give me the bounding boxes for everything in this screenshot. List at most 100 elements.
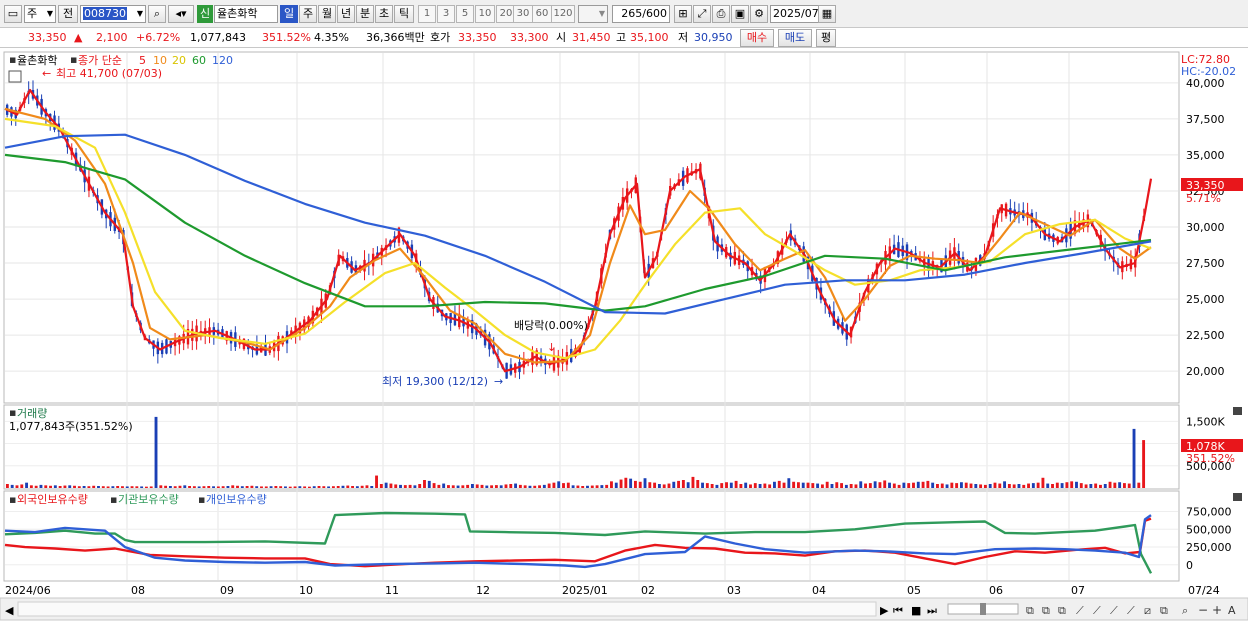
- volume-bar: [336, 486, 340, 488]
- marker-icon[interactable]: ⧉: [1160, 604, 1168, 617]
- volume-bar: [590, 485, 594, 488]
- volume-bar: [480, 484, 484, 488]
- stock-chart[interactable]: 20,00022,50025,00027,50030,00032,50035,0…: [0, 48, 1248, 621]
- draw-channel-icon[interactable]: ⟋: [1127, 604, 1135, 617]
- volume-bar: [811, 483, 815, 488]
- period-yearly[interactable]: 년: [337, 5, 355, 23]
- eraser-icon[interactable]: ⧄: [1144, 604, 1151, 617]
- volume-bar: [504, 484, 508, 488]
- layout-icon[interactable]: ▭: [4, 5, 22, 23]
- stock-code-input[interactable]: 008730 ▼: [80, 5, 146, 23]
- volume-bar: [888, 482, 891, 488]
- interval-10[interactable]: 10: [475, 5, 495, 23]
- volume-bar: [926, 480, 930, 488]
- period-tick[interactable]: 틱: [394, 5, 414, 23]
- volume-bar: [883, 480, 887, 488]
- full-button[interactable]: 전: [58, 5, 78, 23]
- count-input[interactable]: 265/600: [612, 5, 670, 23]
- holding-axis-tick-label: 750,000: [1186, 506, 1232, 519]
- volume-bar: [197, 486, 201, 488]
- interval-60[interactable]: 60: [532, 5, 552, 23]
- volume-bar: [734, 480, 738, 488]
- first-page-icon[interactable]: ⏮: [893, 604, 903, 617]
- holding-legend-marker-1: ▪: [9, 493, 16, 506]
- interval-3[interactable]: 3: [437, 5, 455, 23]
- scroll-left-icon[interactable]: ◀: [5, 604, 14, 617]
- eval-button[interactable]: 평: [816, 29, 836, 47]
- custom-interval-select[interactable]: ▼: [578, 5, 608, 23]
- volume-bar: [279, 486, 283, 488]
- top-toolbar: ▭ 주 ▼ 전 008730 ▼ ⌕ ◂▾ 신 율촌화학 일 주 월 년 분 초 틱…: [0, 0, 1248, 28]
- search-chart-icon[interactable]: ⌕: [1182, 604, 1188, 617]
- volume-bar: [586, 485, 589, 488]
- save-icon[interactable]: ▣: [731, 5, 749, 23]
- tools-icon[interactable]: ⤢: [693, 5, 711, 23]
- table-view-icon[interactable]: [8, 70, 22, 83]
- stock-name-field[interactable]: 율촌화학: [214, 5, 278, 23]
- scrollbar-track[interactable]: [17, 601, 877, 617]
- volume-bar: [116, 486, 120, 488]
- chart-area[interactable]: 20,000 22,500 25,000 27,500 30,000 32,500 35,0…: [0, 48, 1248, 621]
- volume-bar: [1137, 482, 1141, 488]
- period-monthly[interactable]: 월: [318, 5, 336, 23]
- volume-current-value: 1,078K: [1186, 440, 1225, 453]
- period-daily[interactable]: 일: [280, 5, 298, 23]
- volume-bar: [451, 485, 455, 488]
- volume-bar: [576, 485, 580, 488]
- zoom-in-icon[interactable]: +: [1212, 603, 1222, 617]
- volume-bar: [758, 484, 762, 488]
- overlay-icon[interactable]: ⧉: [1058, 604, 1066, 617]
- interval-120[interactable]: 120: [551, 5, 575, 23]
- volume-bar: [322, 486, 326, 488]
- volume-bar: [255, 486, 259, 488]
- zoom-slider-handle[interactable]: [980, 603, 986, 615]
- volume-bar: [250, 485, 254, 488]
- volume-bar: [1089, 484, 1093, 488]
- volume-bar: [1051, 484, 1054, 488]
- chart-settings-icon[interactable]: ⊞: [674, 5, 692, 23]
- gear-icon[interactable]: ⚙: [750, 5, 768, 23]
- volume-bar: [384, 482, 388, 488]
- volume-bar: [988, 484, 992, 488]
- interval-5[interactable]: 5: [456, 5, 474, 23]
- copy-icon[interactable]: ⧉: [1026, 604, 1034, 617]
- stop-icon[interactable]: ■: [911, 604, 921, 617]
- font-size-icon[interactable]: A: [1228, 604, 1236, 617]
- volume-bar: [662, 484, 666, 488]
- price-axis-tick-label: 35,000: [1186, 149, 1225, 162]
- volume-bar: [212, 486, 215, 488]
- calendar-icon[interactable]: ▦: [818, 5, 836, 23]
- volume-bar: [657, 484, 661, 488]
- period-minute[interactable]: 분: [356, 5, 374, 23]
- volume-bar: [1060, 483, 1064, 488]
- search-icon[interactable]: ⌕: [148, 5, 166, 23]
- sound-icon[interactable]: ◂▾: [168, 5, 194, 23]
- period-second[interactable]: 초: [375, 5, 393, 23]
- volume-panel-close-icon[interactable]: [1233, 407, 1242, 415]
- volume-title: 거래량: [17, 407, 47, 420]
- volume-bar: [10, 484, 14, 488]
- last-page-icon[interactable]: ⏭: [927, 604, 937, 617]
- volume-bar: [418, 484, 422, 488]
- volume-bar: [777, 480, 781, 488]
- volume-bar: [125, 486, 129, 488]
- buy-button[interactable]: 매수: [740, 29, 774, 47]
- sell-button[interactable]: 매도: [778, 29, 812, 47]
- draw-fib-icon[interactable]: ⟋: [1110, 604, 1118, 617]
- low-annotation: 최저 19,300 (12/12): [382, 375, 488, 388]
- market-select[interactable]: 주 ▼: [24, 5, 56, 23]
- draw-line-icon[interactable]: ⟋: [1076, 604, 1084, 617]
- interval-1[interactable]: 1: [418, 5, 436, 23]
- interval-30[interactable]: 30: [513, 5, 533, 23]
- period-weekly[interactable]: 주: [299, 5, 317, 23]
- volume-bar: [269, 486, 273, 488]
- credit-badge: 신: [197, 5, 213, 23]
- compare-icon[interactable]: ⧉: [1042, 604, 1050, 617]
- zoom-out-icon[interactable]: −: [1198, 603, 1208, 617]
- holding-panel-close-icon[interactable]: [1233, 493, 1242, 501]
- draw-trend-icon[interactable]: ⟋: [1093, 604, 1101, 617]
- volume-bar: [864, 483, 867, 488]
- volume-bar: [1108, 481, 1112, 488]
- scroll-right-icon[interactable]: ▶: [880, 604, 889, 617]
- print-icon[interactable]: ⎙: [712, 5, 730, 23]
